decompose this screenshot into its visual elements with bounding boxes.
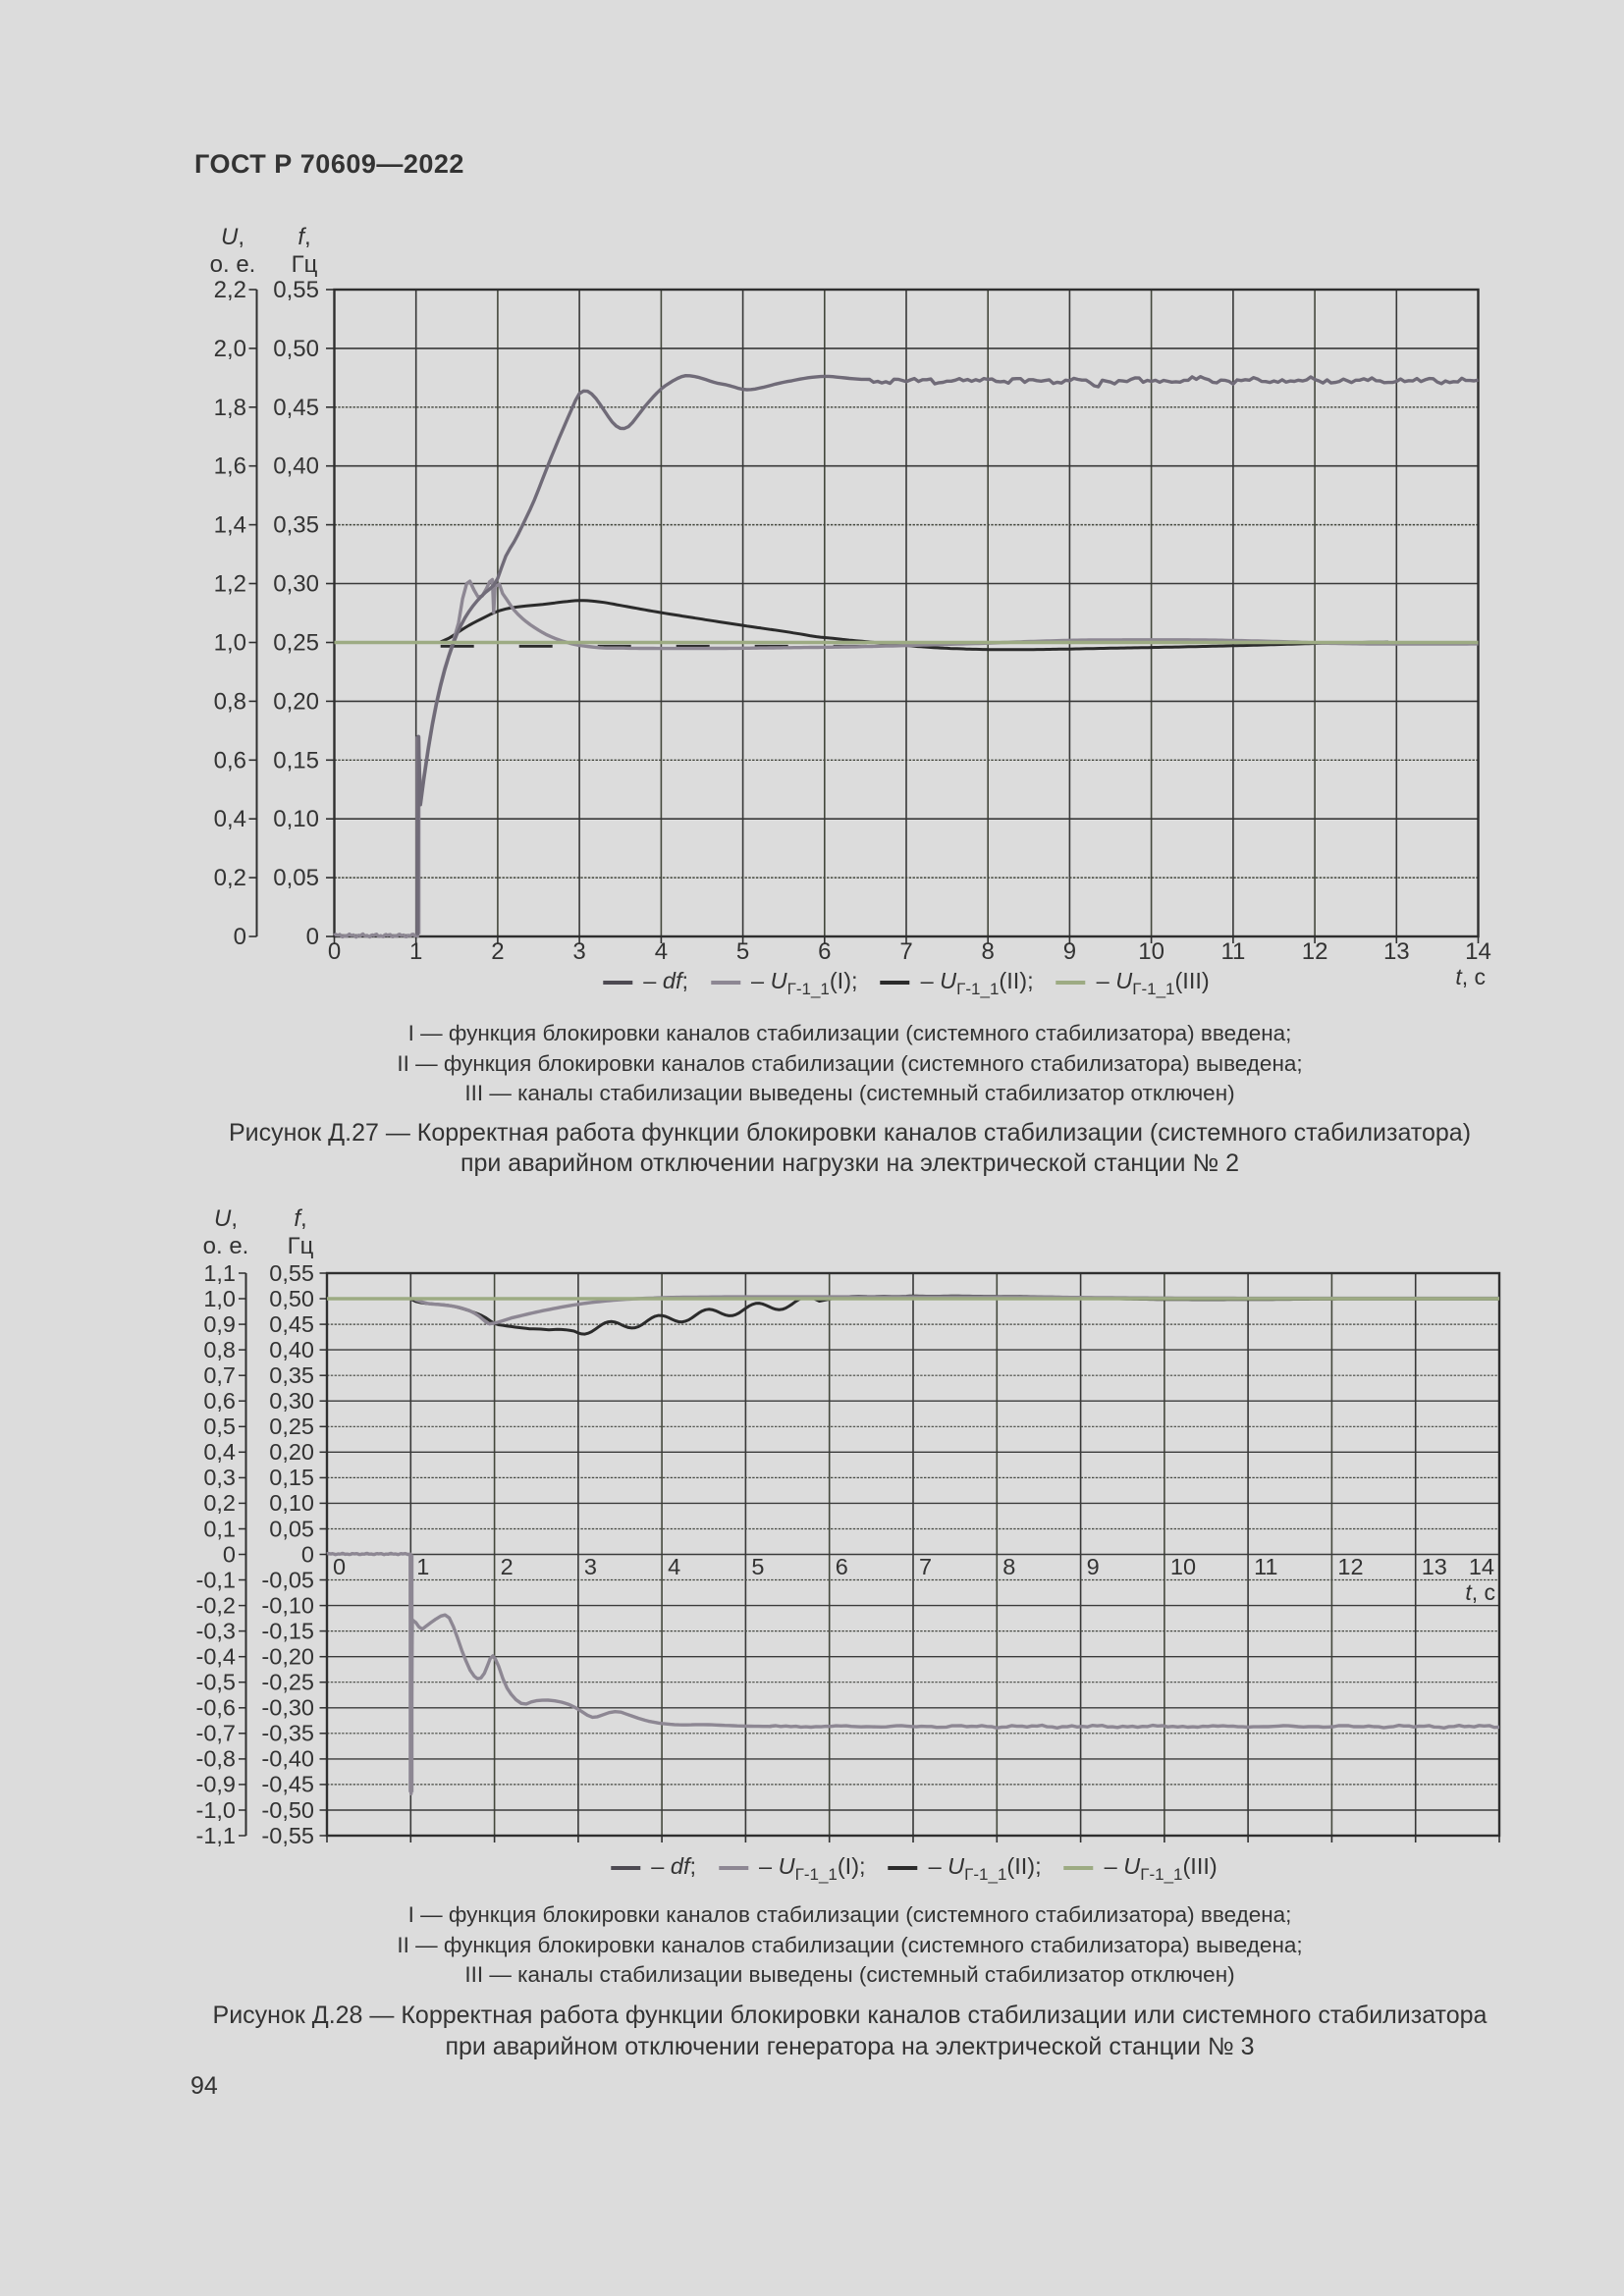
svg-text:0,50: 0,50 [269, 1286, 314, 1311]
svg-text:-0,15: -0,15 [261, 1618, 314, 1643]
svg-text:-0,35: -0,35 [261, 1721, 314, 1746]
svg-text:0,45: 0,45 [269, 1311, 314, 1337]
svg-text:-0,50: -0,50 [261, 1797, 314, 1823]
svg-text:13: 13 [1422, 1554, 1447, 1579]
svg-text:-0,2: -0,2 [196, 1592, 237, 1618]
svg-text:11: 11 [1254, 1554, 1277, 1579]
svg-text:0,6: 0,6 [214, 747, 246, 774]
svg-text:10: 10 [1170, 1554, 1196, 1579]
svg-text:0,45: 0,45 [273, 395, 319, 421]
svg-text:0: 0 [328, 938, 341, 965]
svg-text:0,05: 0,05 [273, 865, 319, 891]
svg-text:-0,45: -0,45 [261, 1772, 314, 1797]
svg-text:2: 2 [491, 938, 504, 965]
svg-text:0,2: 0,2 [214, 865, 246, 891]
svg-text:-0,9: -0,9 [196, 1772, 237, 1797]
svg-text:5: 5 [736, 938, 749, 965]
svg-text:4: 4 [655, 938, 668, 965]
svg-text:1: 1 [409, 938, 422, 965]
svg-text:0,50: 0,50 [273, 336, 319, 362]
svg-text:0,25: 0,25 [269, 1414, 314, 1439]
svg-text:0: 0 [333, 1554, 346, 1579]
svg-text:-0,5: -0,5 [196, 1670, 237, 1695]
svg-text:0: 0 [234, 924, 246, 950]
svg-text:0,35: 0,35 [273, 512, 319, 539]
svg-text:0,20: 0,20 [273, 688, 319, 715]
svg-text:0,10: 0,10 [273, 806, 319, 832]
svg-text:2,0: 2,0 [214, 336, 246, 362]
svg-text:-0,10: -0,10 [261, 1592, 314, 1618]
svg-text:0,40: 0,40 [269, 1337, 314, 1362]
svg-text:-0,6: -0,6 [196, 1695, 237, 1721]
svg-text:0,15: 0,15 [273, 747, 319, 774]
svg-text:8: 8 [1002, 1554, 1015, 1579]
svg-text:-0,4: -0,4 [196, 1644, 237, 1670]
svg-text:1,0: 1,0 [214, 630, 246, 657]
svg-text:0,40: 0,40 [273, 454, 319, 480]
svg-text:-0,40: -0,40 [261, 1746, 314, 1772]
svg-text:12: 12 [1337, 1554, 1363, 1579]
svg-text:0,4: 0,4 [203, 1439, 236, 1465]
svg-text:t, с: t, с [1455, 964, 1486, 989]
svg-text:6: 6 [818, 938, 831, 965]
svg-text:-0,20: -0,20 [261, 1644, 314, 1670]
svg-text:0,3: 0,3 [203, 1465, 236, 1490]
svg-text:1,1: 1,1 [203, 1260, 236, 1286]
svg-text:1,0: 1,0 [203, 1286, 236, 1311]
svg-text:0,7: 0,7 [203, 1362, 236, 1388]
svg-text:0,5: 0,5 [203, 1414, 236, 1439]
svg-text:0,25: 0,25 [273, 630, 319, 657]
svg-text:0,6: 0,6 [203, 1388, 236, 1414]
svg-text:0,30: 0,30 [273, 571, 319, 598]
svg-text:0,1: 0,1 [203, 1516, 236, 1541]
svg-text:1: 1 [416, 1554, 429, 1579]
svg-text:9: 9 [1063, 938, 1076, 965]
svg-text:0,55: 0,55 [273, 277, 319, 303]
svg-text:6: 6 [836, 1554, 848, 1579]
svg-text:t, с: t, с [1465, 1579, 1495, 1605]
svg-text:0,9: 0,9 [203, 1311, 236, 1337]
svg-text:-0,3: -0,3 [196, 1618, 237, 1643]
svg-text:-1,0: -1,0 [196, 1797, 237, 1823]
svg-text:0: 0 [306, 924, 319, 950]
svg-text:1,8: 1,8 [214, 395, 246, 421]
svg-text:4: 4 [668, 1554, 680, 1579]
svg-text:3: 3 [584, 1554, 597, 1579]
svg-text:-0,25: -0,25 [261, 1670, 314, 1695]
svg-text:-0,55: -0,55 [261, 1823, 314, 1848]
svg-text:-0,8: -0,8 [196, 1746, 237, 1772]
svg-text:7: 7 [919, 1554, 932, 1579]
svg-text:-0,30: -0,30 [261, 1695, 314, 1721]
svg-text:0,8: 0,8 [214, 688, 246, 715]
svg-text:5: 5 [751, 1554, 764, 1579]
svg-text:2: 2 [501, 1554, 514, 1579]
svg-text:7: 7 [899, 938, 912, 965]
svg-text:1,4: 1,4 [214, 512, 246, 539]
svg-text:0,05: 0,05 [269, 1516, 314, 1541]
svg-text:0: 0 [223, 1541, 236, 1567]
svg-text:1,2: 1,2 [214, 571, 246, 598]
svg-text:3: 3 [572, 938, 585, 965]
svg-text:8: 8 [982, 938, 995, 965]
svg-text:1,6: 1,6 [214, 454, 246, 480]
svg-text:0,8: 0,8 [203, 1337, 236, 1362]
svg-text:0,55: 0,55 [269, 1260, 314, 1286]
svg-text:0,2: 0,2 [203, 1490, 236, 1516]
svg-text:0,15: 0,15 [269, 1465, 314, 1490]
svg-text:-0,05: -0,05 [261, 1567, 314, 1592]
svg-text:0,20: 0,20 [269, 1439, 314, 1465]
svg-text:2,2: 2,2 [214, 277, 246, 303]
svg-text:14: 14 [1469, 1554, 1494, 1579]
svg-text:0,30: 0,30 [269, 1388, 314, 1414]
svg-text:0: 0 [301, 1541, 314, 1567]
svg-text:-0,1: -0,1 [196, 1567, 237, 1592]
svg-text:-1,1: -1,1 [196, 1823, 237, 1848]
svg-text:9: 9 [1087, 1554, 1100, 1579]
svg-text:0,10: 0,10 [269, 1490, 314, 1516]
svg-text:0,4: 0,4 [214, 806, 246, 832]
svg-text:-0,7: -0,7 [196, 1721, 237, 1746]
svg-text:0,35: 0,35 [269, 1362, 314, 1388]
